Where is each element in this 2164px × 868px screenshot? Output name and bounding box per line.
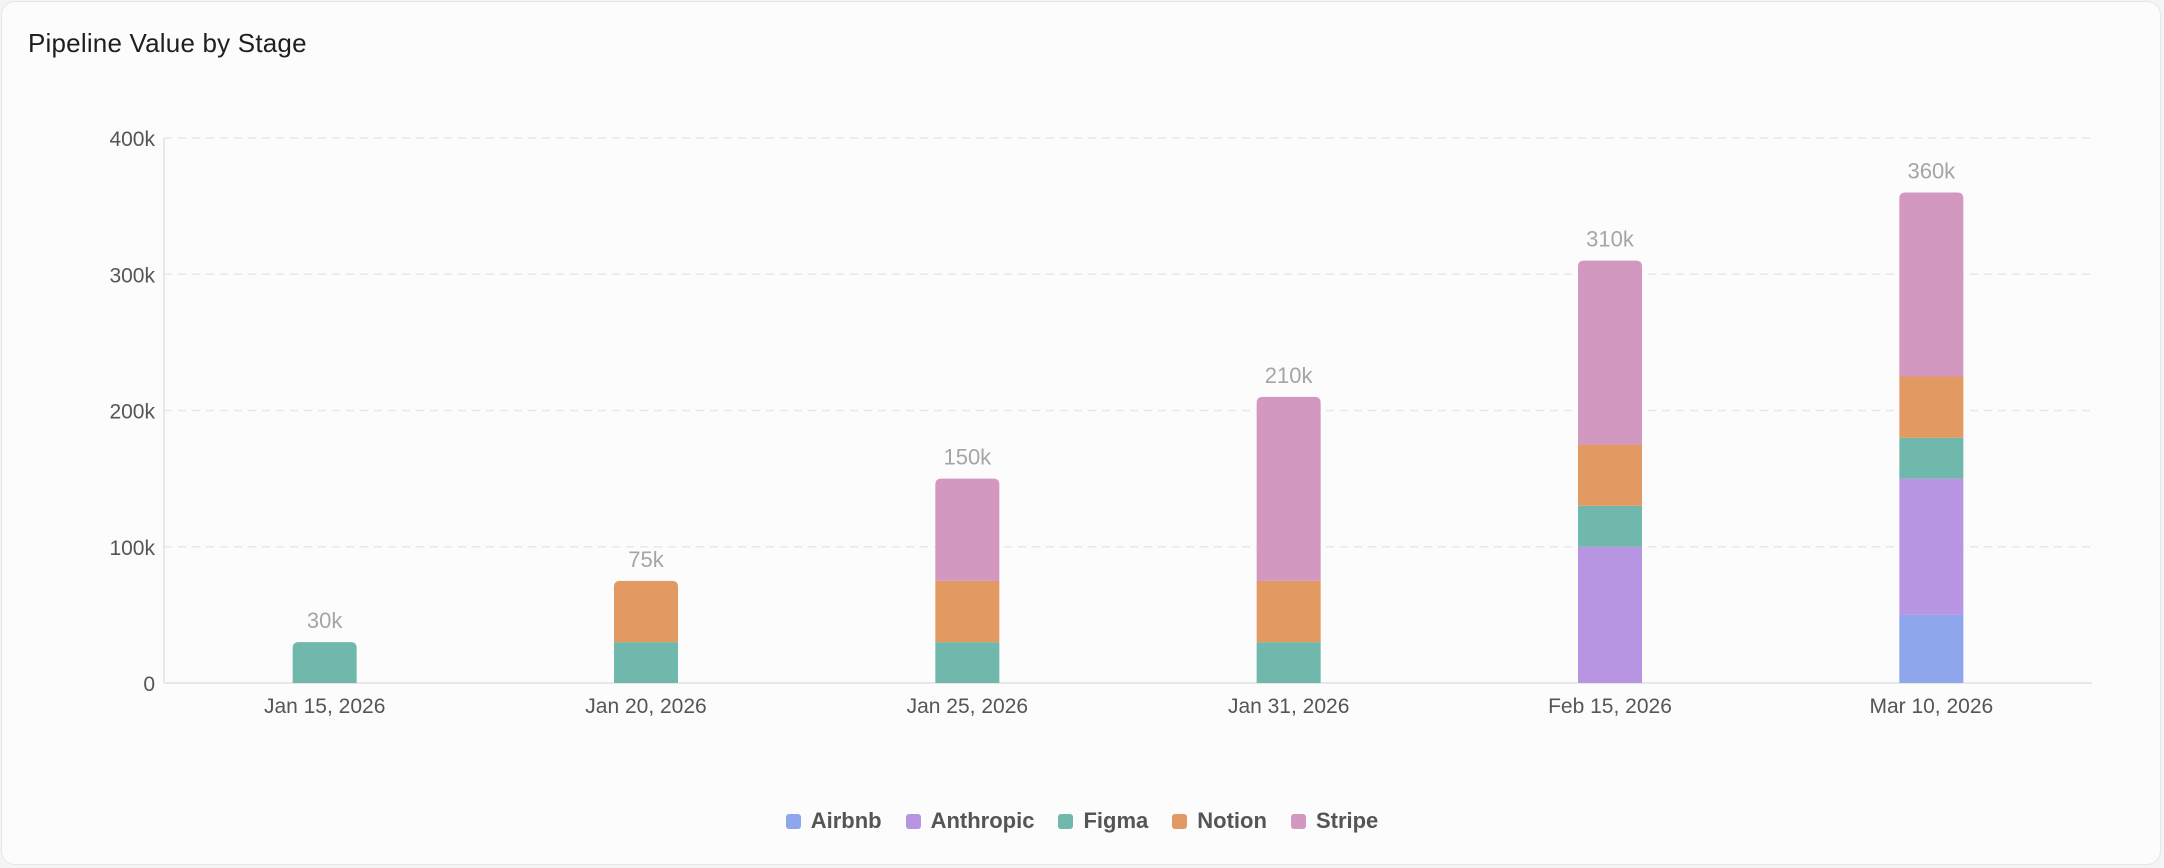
bar-total-label: 310k <box>1586 227 1635 252</box>
legend-swatch <box>1172 813 1188 829</box>
x-tick-label: Feb 15, 2026 <box>1548 695 1672 718</box>
legend-label: Figma <box>1083 808 1149 833</box>
legend-label: Anthropic <box>930 808 1035 833</box>
y-tick-label: 0 <box>143 673 155 696</box>
bar-segment-anthropic <box>1578 546 1642 683</box>
bar-segment-stripe <box>1578 260 1642 445</box>
bar-segment-figma <box>614 642 678 683</box>
bar-segment-stripe <box>1256 396 1321 581</box>
bar-segment-notion <box>935 580 1000 643</box>
legend-item-notion[interactable]: Notion <box>1172 808 1267 834</box>
bar-segment-notion <box>614 580 678 643</box>
stacked-bar-chart: 0 100k 200k 300k 400k 30k Jan 15, 2026 75k Jan 2… <box>109 128 2092 718</box>
y-tick-label: 300k <box>109 264 155 287</box>
bar-segment-notion <box>1578 444 1642 506</box>
legend-item-airbnb[interactable]: Airbnb <box>785 808 882 834</box>
y-tick-label: 400k <box>109 128 155 151</box>
bar-segment-figma <box>935 642 1000 683</box>
legend-swatch <box>905 813 921 829</box>
y-tick-label: 100k <box>109 537 155 560</box>
x-tick-label: Jan 15, 2026 <box>264 695 385 718</box>
legend-label: Airbnb <box>810 808 882 833</box>
legend-label: Stripe <box>1315 808 1379 833</box>
bar-total-label: 150k <box>943 445 992 470</box>
bar-segment-stripe <box>1899 192 1964 377</box>
legend-item-anthropic[interactable]: Anthropic <box>905 808 1035 834</box>
x-tick-label: Jan 20, 2026 <box>585 695 706 718</box>
legend-item-stripe[interactable]: Stripe <box>1290 808 1379 834</box>
bar-total-label: 30k <box>307 608 343 633</box>
bar-segment-figma <box>292 642 357 683</box>
legend-item-figma[interactable]: Figma <box>1058 808 1148 834</box>
legend-swatch <box>785 813 801 829</box>
bar-total-label: 360k <box>1907 159 1956 184</box>
bar-segment-notion <box>1899 376 1964 438</box>
legend-swatch <box>1290 813 1306 829</box>
chart-legend: Airbnb Anthropic Figma Notion Stripe <box>2 808 2162 834</box>
legend-label: Notion <box>1197 808 1267 833</box>
bar-segment-stripe <box>935 478 1000 581</box>
y-tick-label: 200k <box>109 401 155 424</box>
legend-swatch <box>1058 813 1074 829</box>
bar-segment-anthropic <box>1899 478 1964 615</box>
x-tick-label: Jan 31, 2026 <box>1228 695 1349 718</box>
bar-segment-figma <box>1578 505 1642 547</box>
bar-segment-figma <box>1899 437 1964 479</box>
bar-segment-notion <box>1256 580 1321 643</box>
x-tick-label: Mar 10, 2026 <box>1869 695 1993 718</box>
bar-total-label: 75k <box>628 547 664 572</box>
chart-title: Pipeline Value by Stage <box>28 28 307 58</box>
bar-total-label: 210k <box>1265 363 1314 388</box>
bar-segment-figma <box>1256 642 1321 683</box>
x-tick-label: Jan 25, 2026 <box>907 695 1028 718</box>
bar-segment-airbnb <box>1899 614 1964 683</box>
